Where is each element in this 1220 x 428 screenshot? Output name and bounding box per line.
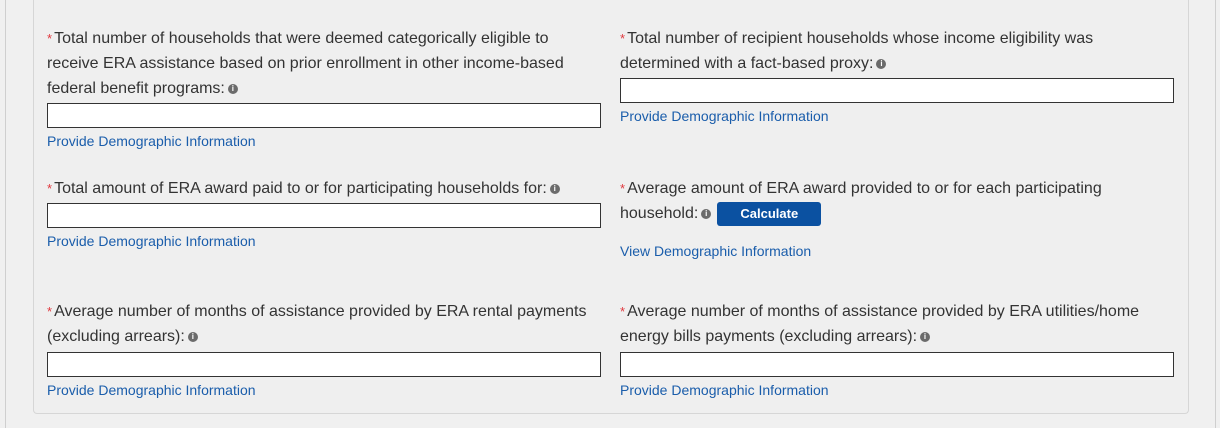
info-icon[interactable]: i bbox=[701, 208, 712, 219]
field-label: Total amount of ERA award paid to or for… bbox=[54, 180, 547, 197]
field-fact-based-proxy: * Total number of recipient households wh… bbox=[620, 26, 1174, 126]
fact-based-proxy-input[interactable] bbox=[620, 78, 1174, 103]
required-mark: * bbox=[620, 304, 626, 319]
field-label: Average amount of ERA award provided to … bbox=[620, 180, 1102, 222]
required-mark: * bbox=[620, 31, 626, 46]
field-categorically-eligible: * Total number of households that were de… bbox=[47, 26, 601, 151]
info-icon[interactable]: i bbox=[920, 331, 931, 342]
required-mark: * bbox=[47, 304, 53, 319]
info-icon[interactable]: i bbox=[187, 331, 198, 342]
months-rental-input[interactable] bbox=[47, 352, 601, 377]
provide-demographic-link[interactable]: Provide Demographic Information bbox=[47, 233, 256, 249]
view-demographic-link[interactable]: View Demographic Information bbox=[620, 243, 812, 259]
provide-demographic-link[interactable]: Provide Demographic Information bbox=[47, 133, 256, 149]
page-frame bbox=[5, 0, 1216, 428]
info-icon[interactable]: i bbox=[876, 58, 887, 69]
provide-demographic-link[interactable]: Provide Demographic Information bbox=[47, 382, 256, 398]
field-months-utilities: * Average number of months of assistance … bbox=[620, 299, 1174, 400]
field-label: Total number of recipient households who… bbox=[620, 30, 1094, 72]
required-mark: * bbox=[47, 31, 53, 46]
field-months-rental: * Average number of months of assistance … bbox=[47, 299, 601, 400]
field-label: Total number of households that were dee… bbox=[47, 30, 564, 97]
field-label: Average number of months of assistance p… bbox=[47, 303, 587, 345]
categorically-eligible-input[interactable] bbox=[47, 103, 601, 128]
provide-demographic-link[interactable]: Provide Demographic Information bbox=[620, 382, 829, 398]
field-total-award: * Total amount of ERA award paid to or fo… bbox=[47, 176, 601, 251]
required-mark: * bbox=[47, 181, 53, 196]
field-average-award: * Average amount of ERA award provided to… bbox=[620, 176, 1174, 261]
months-utilities-input[interactable] bbox=[620, 352, 1174, 377]
provide-demographic-link[interactable]: Provide Demographic Information bbox=[620, 108, 829, 124]
calculate-button[interactable]: Calculate bbox=[717, 201, 822, 226]
field-label: Average number of months of assistance p… bbox=[620, 303, 1140, 345]
total-award-input[interactable] bbox=[47, 203, 601, 228]
info-icon[interactable]: i bbox=[227, 83, 238, 94]
required-mark: * bbox=[620, 181, 626, 196]
info-icon[interactable]: i bbox=[549, 183, 560, 194]
